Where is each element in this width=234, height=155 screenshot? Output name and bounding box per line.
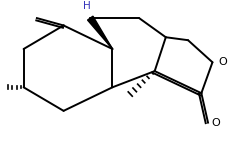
Text: H: H <box>83 0 90 11</box>
Polygon shape <box>88 16 113 49</box>
Text: O: O <box>218 57 227 67</box>
Text: O: O <box>212 118 221 128</box>
